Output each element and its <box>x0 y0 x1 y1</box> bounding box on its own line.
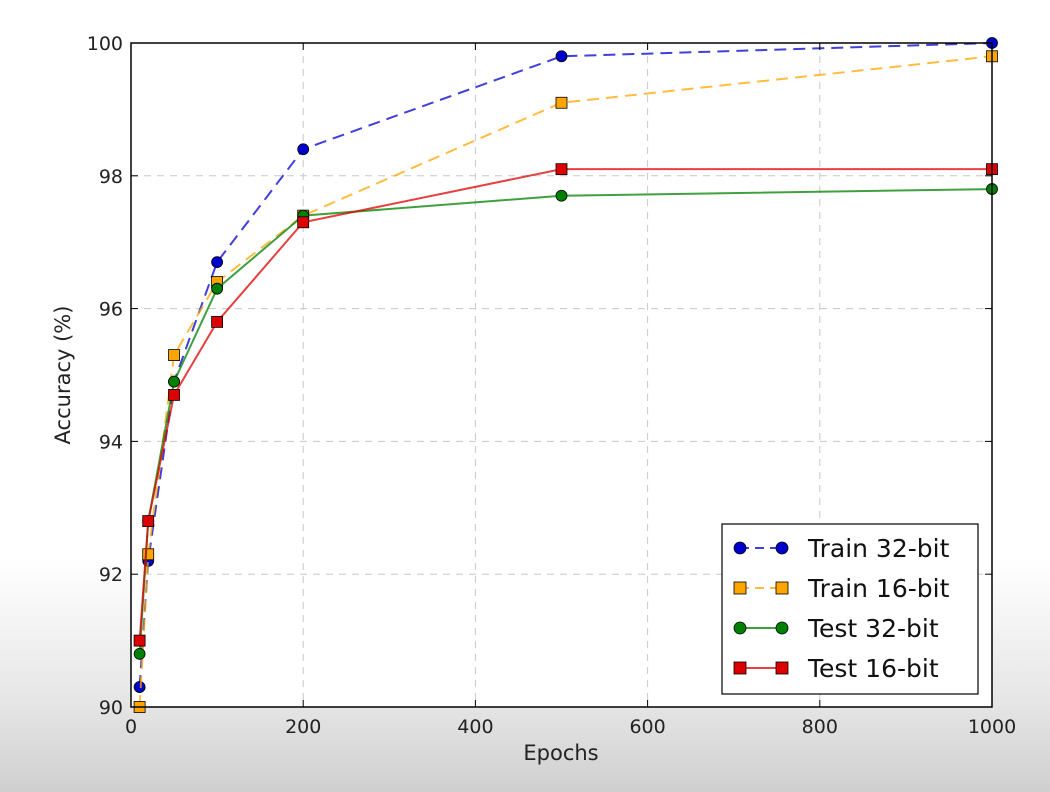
data-point <box>133 647 146 660</box>
legend-box <box>721 523 979 695</box>
y-axis-label: Accuracy (%) <box>51 306 75 445</box>
data-point <box>142 548 155 561</box>
data-point <box>142 515 155 527</box>
data-point <box>555 50 568 63</box>
legend-label: Train 32-bit <box>807 534 950 563</box>
data-point <box>133 681 146 693</box>
legend: Train 32-bit Train 16-bit Test 32-bit Test … <box>721 523 979 695</box>
data-point <box>297 143 310 156</box>
y-tick-label: 90 <box>99 697 123 719</box>
legend-marker <box>733 661 747 675</box>
legend-item: Test 16-bit <box>733 654 939 683</box>
legend-marker <box>775 621 789 635</box>
legend-marker <box>733 621 747 635</box>
data-point <box>211 256 224 269</box>
y-tick-label: 92 <box>99 564 123 586</box>
data-point <box>555 163 568 176</box>
data-point <box>133 634 146 647</box>
legend-label: Train 16-bit <box>807 574 950 603</box>
data-point <box>168 389 180 401</box>
data-point <box>168 349 180 361</box>
axis-ticks: 0 200 400 600 800 1000 90 92 94 96 98 100 <box>87 33 1016 738</box>
x-tick-label: 400 <box>457 716 493 738</box>
x-tick-label: 800 <box>802 716 838 738</box>
x-tick-label: 200 <box>285 716 321 738</box>
legend-marker <box>775 661 789 675</box>
x-axis-label: Epochs <box>523 741 598 765</box>
data-point <box>211 315 224 328</box>
legend-item: Train 16-bit <box>733 574 950 603</box>
legend-label: Test 16-bit <box>807 654 939 683</box>
legend-marker <box>775 581 789 595</box>
legend-item: Test 32-bit <box>733 614 939 643</box>
legend-label: Test 32-bit <box>807 614 939 643</box>
x-tick-label: 0 <box>125 716 137 738</box>
data-point <box>168 375 180 388</box>
series-3 <box>133 163 998 647</box>
legend-item: Train 32-bit <box>733 534 950 563</box>
data-point <box>555 96 568 109</box>
data-point <box>211 282 224 295</box>
legend-marker <box>733 541 747 555</box>
data-point <box>297 216 310 229</box>
plot-frame <box>130 42 993 708</box>
x-tick-label: 1000 <box>968 716 1016 738</box>
data-point <box>555 189 568 202</box>
legend-marker <box>733 581 747 595</box>
y-tick-label: 100 <box>87 33 123 55</box>
y-tick-label: 96 <box>99 299 123 321</box>
legend-marker <box>775 541 789 555</box>
x-tick-label: 600 <box>629 716 665 738</box>
y-tick-label: 94 <box>99 431 123 453</box>
y-tick-label: 98 <box>99 166 123 188</box>
